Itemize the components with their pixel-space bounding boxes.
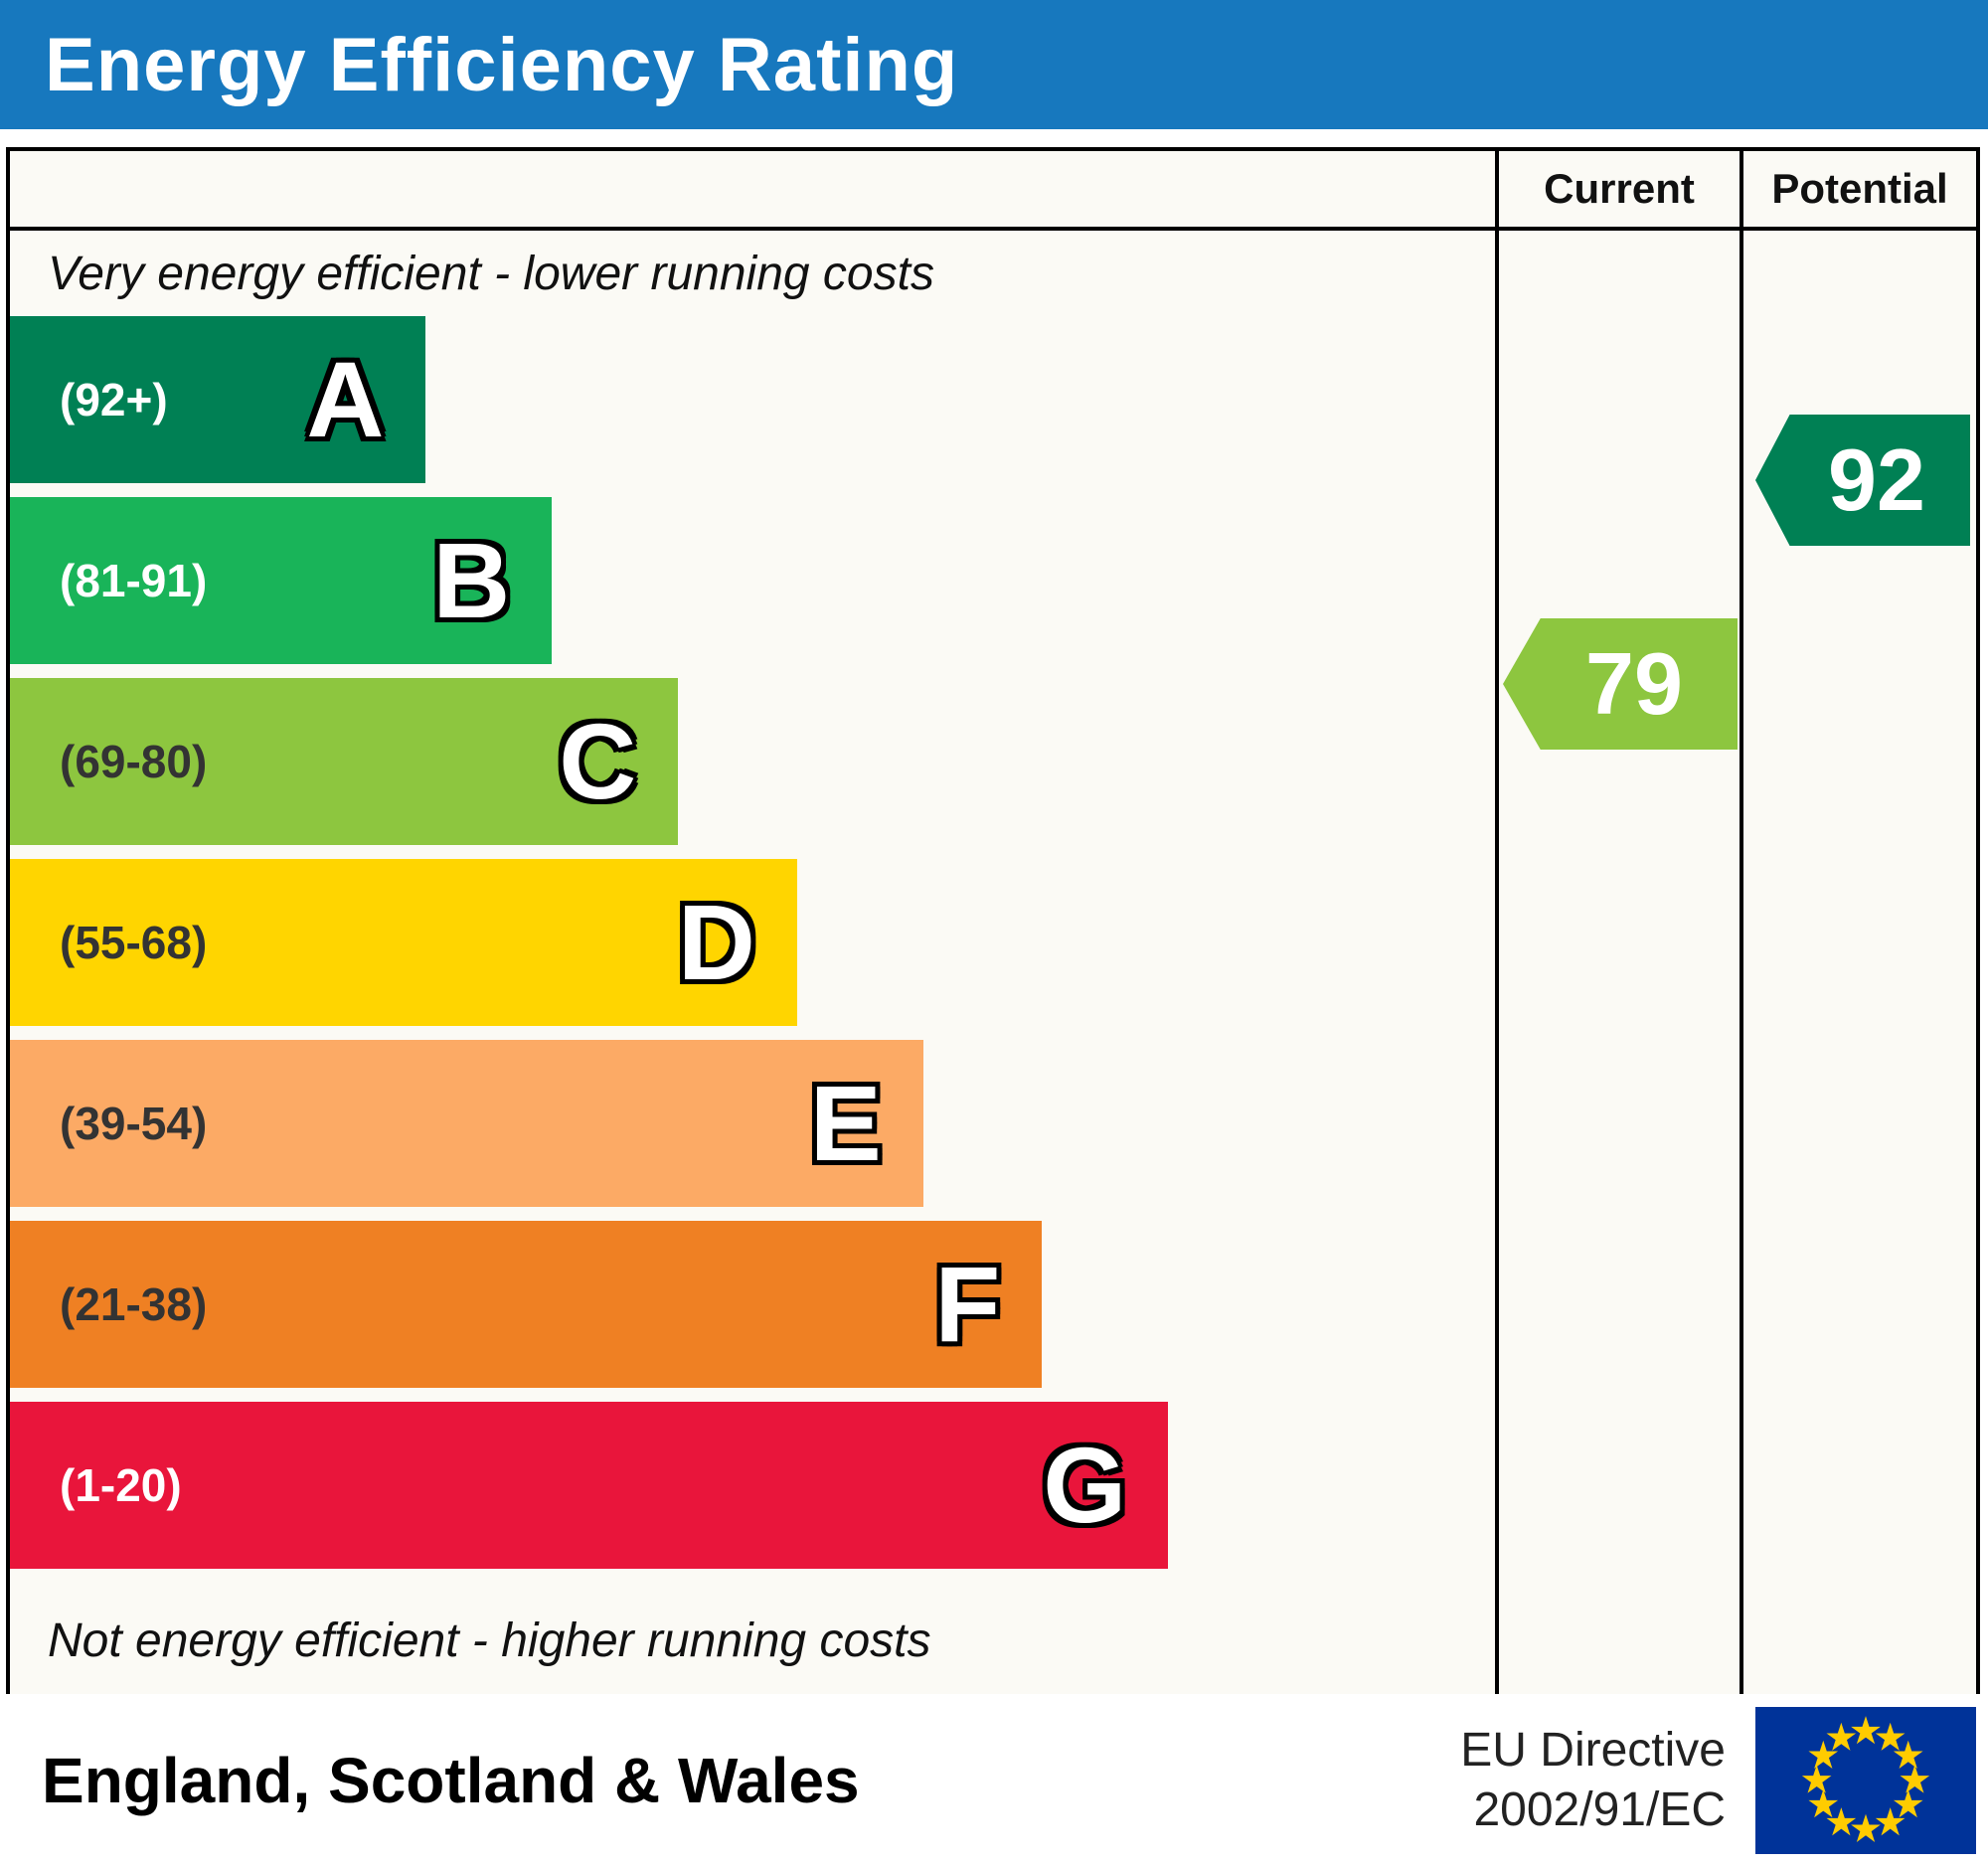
band-letter: E (809, 1063, 882, 1183)
potential-rating-arrow: 92 (1755, 415, 1970, 546)
band-f: (21-38) F (10, 1221, 1043, 1388)
region-label: England, Scotland & Wales (42, 1745, 860, 1816)
eu-directive-line2: 2002/91/EC (1473, 1783, 1726, 1836)
column-header-current: Current (1495, 151, 1740, 231)
eu-directive-label: EU Directive 2002/91/EC (1460, 1721, 1755, 1840)
potential-rating-value: 92 (1828, 430, 1925, 529)
header-spacer (10, 151, 1495, 231)
band-g: (1-20) G (10, 1402, 1169, 1569)
bottom-caption: Not energy efficient - higher running co… (48, 1614, 931, 1667)
band-letter: F (934, 1244, 1001, 1364)
band-e: (39-54) E (10, 1040, 923, 1207)
band-range-label: (69-80) (60, 736, 208, 787)
band-d: (55-68) D (10, 859, 797, 1026)
footer: England, Scotland & Wales EU Directive 2… (0, 1694, 1988, 1867)
band-letter: D (677, 882, 755, 1002)
band-range-label: (39-54) (60, 1098, 208, 1149)
band-letter: B (432, 520, 511, 640)
band-range-label: (1-20) (60, 1459, 182, 1511)
current-rating-value: 79 (1585, 634, 1683, 733)
current-column: 79 (1495, 231, 1740, 1694)
band-range-label: (21-38) (60, 1278, 208, 1330)
band-letter: G (1043, 1425, 1127, 1545)
bands-column: Very energy efficient - lower running co… (10, 231, 1495, 1694)
top-caption: Very energy efficient - lower running co… (48, 247, 934, 300)
band-range-label: (92+) (60, 374, 168, 425)
band-range-label: (55-68) (60, 917, 208, 968)
potential-column: 92 (1740, 231, 1976, 1694)
page-title: Energy Efficiency Rating (45, 22, 959, 107)
band-letter: C (559, 701, 637, 821)
band-a: (92+) A (10, 316, 426, 483)
column-header-potential: Potential (1740, 151, 1976, 231)
title-bar: Energy Efficiency Rating (0, 0, 1988, 129)
eu-flag-icon (1755, 1707, 1976, 1854)
band-c: (69-80) C (10, 678, 679, 845)
current-rating-arrow: 79 (1503, 618, 1738, 750)
band-letter: A (306, 339, 385, 459)
band-range-label: (81-91) (60, 555, 208, 606)
epc-chart-frame: Current Potential Very energy efficient … (6, 147, 1980, 1698)
eu-directive-line1: EU Directive (1460, 1724, 1726, 1777)
band-b: (81-91) B (10, 497, 553, 664)
